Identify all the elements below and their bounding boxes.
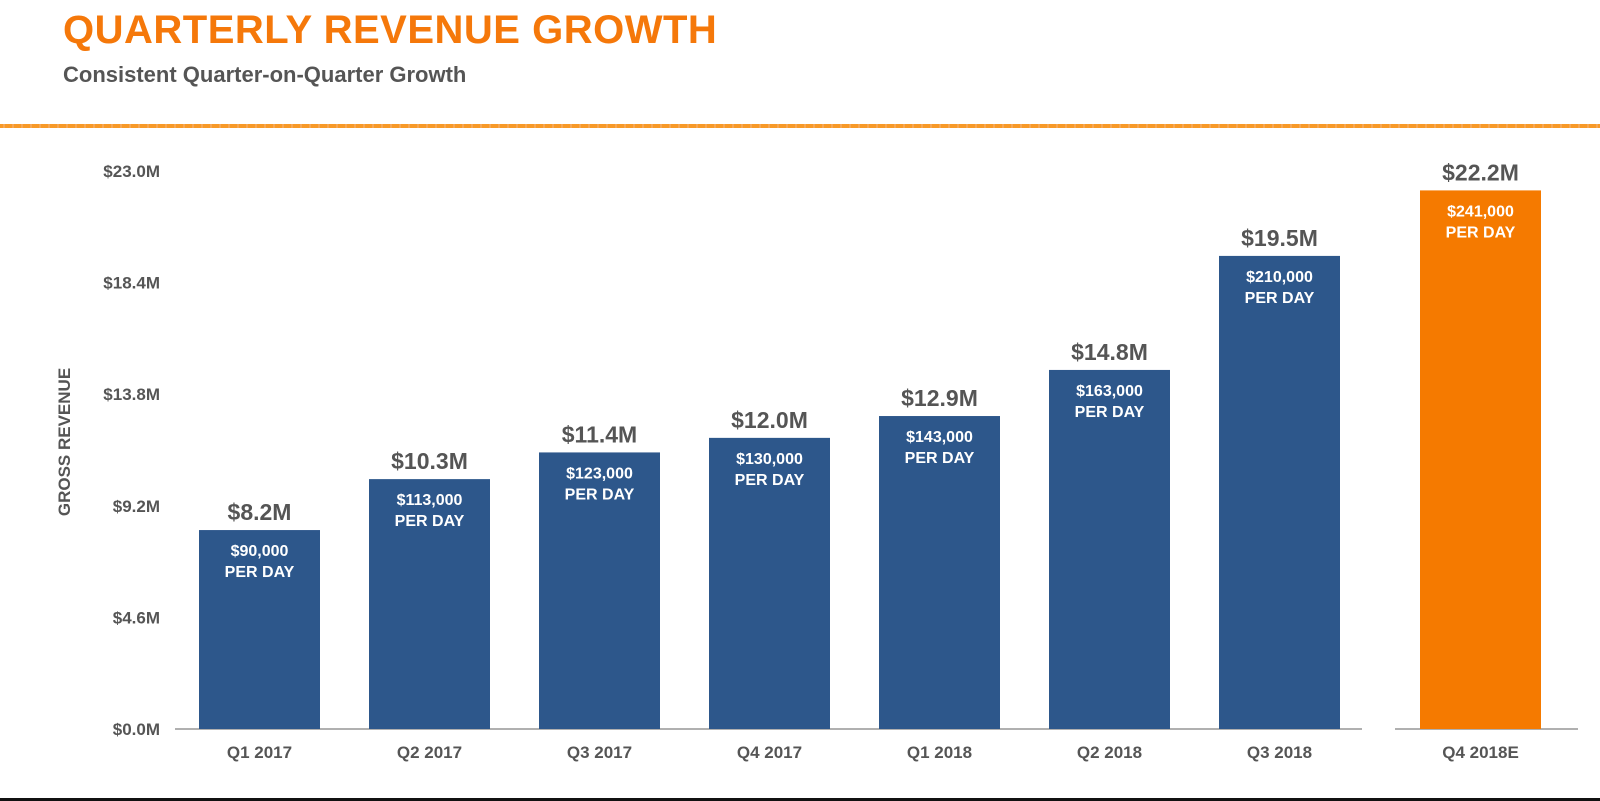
bar-per-day-value: $143,000 <box>906 429 973 446</box>
bar-group: $11.4M $123,000 PER DAY <box>539 421 660 729</box>
bar-group: $8.2M $90,000 PER DAY <box>199 499 320 729</box>
x-tick-label: Q4 2017 <box>737 743 802 762</box>
x-tick-label: Q4 2018E <box>1442 743 1519 762</box>
bar-group: $12.9M $143,000 PER DAY <box>879 385 1000 729</box>
bar-per-day-value: $113,000 <box>397 492 463 509</box>
y-axis-label: GROSS REVENUE <box>55 368 74 516</box>
bar-group: $19.5M $210,000 PER DAY <box>1219 225 1340 730</box>
y-tick-label: $23.0M <box>103 162 160 181</box>
bar-per-day-suffix: PER DAY <box>1075 404 1145 421</box>
bar-per-day-value: $123,000 <box>566 465 633 482</box>
bar <box>1219 255 1340 730</box>
bar <box>199 530 320 729</box>
x-tick-label: Q1 2017 <box>227 743 292 762</box>
y-tick-label: $13.8M <box>103 385 160 404</box>
x-tick-label: Q3 2018 <box>1247 743 1312 762</box>
bar-value-label: $10.3M <box>391 448 468 474</box>
bottom-rule <box>0 798 1600 801</box>
bar-per-day-suffix: PER DAY <box>225 564 295 581</box>
bar-value-label: $12.0M <box>731 407 808 433</box>
bar-per-day-suffix: PER DAY <box>735 472 805 489</box>
bar-per-day-value: $90,000 <box>231 543 289 560</box>
bar-value-label: $8.2M <box>228 499 292 525</box>
bar-group: $12.0M $130,000 PER DAY <box>709 407 830 729</box>
x-tick-label: Q3 2017 <box>567 743 632 762</box>
x-axis: Q1 2017 Q2 2017 Q3 2017 Q4 2017 Q1 2018 Q2 20… <box>227 743 1519 762</box>
chart-title: QUARTERLY REVENUE GROWTH <box>63 8 718 52</box>
bar-per-day-suffix: PER DAY <box>1245 290 1315 307</box>
bar <box>539 452 660 729</box>
x-tick-label: Q2 2017 <box>397 743 462 762</box>
bar-value-label: $12.9M <box>901 385 978 411</box>
bar-per-day-suffix: PER DAY <box>1446 224 1516 241</box>
header-divider <box>0 124 1600 128</box>
bar <box>709 437 830 729</box>
bar <box>1049 369 1170 729</box>
bar-estimate <box>1420 190 1541 729</box>
bar-group: $10.3M $113,000 PER DAY <box>369 448 490 729</box>
x-tick-label: Q1 2018 <box>907 743 972 762</box>
bar <box>879 416 1000 729</box>
bar-per-day-suffix: PER DAY <box>565 486 635 503</box>
y-tick-label: $0.0M <box>113 720 160 739</box>
bar-per-day-suffix: PER DAY <box>395 513 465 530</box>
bar-group: $14.8M $163,000 PER DAY <box>1049 339 1170 729</box>
bar-per-day-value: $210,000 <box>1246 269 1313 286</box>
bar-value-label: $22.2M <box>1442 159 1519 185</box>
bar-value-label: $19.5M <box>1241 225 1318 251</box>
x-tick-label: Q2 2018 <box>1077 743 1142 762</box>
bars-group: $8.2M $90,000 PER DAY $10.3M $113,000 PER DAY… <box>199 159 1541 730</box>
bar-per-day-value: $130,000 <box>736 451 803 468</box>
y-axis: $0.0M $4.6M $9.2M $13.8M $18.4M $23.0M <box>103 162 160 739</box>
y-tick-label: $9.2M <box>113 497 160 516</box>
chart-subtitle: Consistent Quarter-on-Quarter Growth <box>63 62 467 87</box>
bar-value-label: $11.4M <box>562 421 637 447</box>
bar-per-day-value: $241,000 <box>1447 203 1514 220</box>
bar <box>369 479 490 729</box>
bar-value-label: $14.8M <box>1071 339 1148 365</box>
y-tick-label: $18.4M <box>103 274 160 293</box>
bar-group: $22.2M $241,000 PER DAY <box>1420 159 1541 729</box>
bar-per-day-value: $163,000 <box>1076 383 1143 400</box>
y-tick-label: $4.6M <box>113 608 160 627</box>
bar-per-day-suffix: PER DAY <box>905 450 975 467</box>
